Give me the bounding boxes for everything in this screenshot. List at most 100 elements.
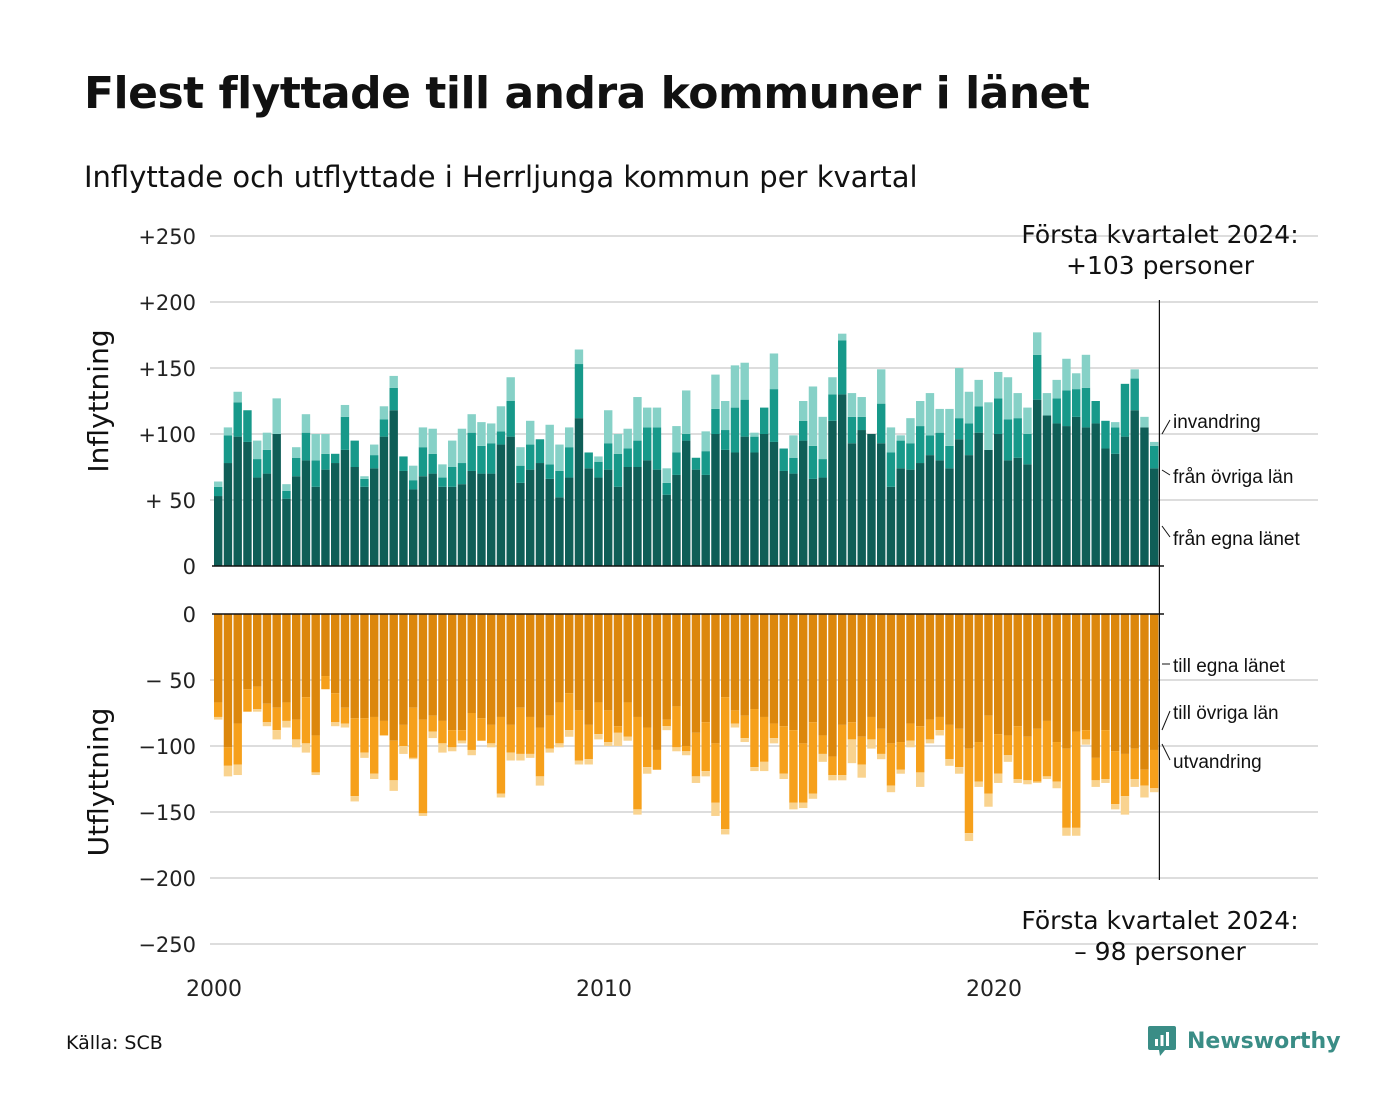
bar-out-emigration [399, 746, 408, 754]
bar-out-emigration [994, 773, 1003, 783]
bar-in-other-counties [1101, 420, 1110, 449]
bar-out-own-county [721, 614, 730, 698]
bar-out-other-counties [643, 727, 652, 768]
grid-lines [210, 235, 1318, 945]
bar-out-own-county [847, 614, 857, 723]
bar-out-other-counties [350, 718, 359, 797]
bar-out-emigration [838, 775, 847, 781]
bar-in-immigration [1023, 407, 1032, 434]
bar-out-emigration [1120, 796, 1130, 815]
bar-in-other-counties [282, 490, 291, 499]
bar-in-other-counties [760, 407, 769, 434]
bar-out-own-county [740, 614, 749, 716]
bar-out-emigration [438, 743, 447, 753]
bar-in-other-counties [301, 432, 311, 461]
bar-in-immigration [964, 391, 974, 424]
bar-out-other-counties [594, 702, 603, 735]
bar-in-own-county [1130, 410, 1139, 566]
bar-out-other-counties [526, 716, 535, 754]
bar-in-other-counties [916, 426, 925, 464]
bar-in-own-county [526, 469, 535, 566]
bar-out-emigration [769, 738, 779, 744]
bar-out-other-counties [984, 715, 993, 794]
bar-out-other-counties [360, 718, 369, 753]
bar-in-own-county [877, 443, 886, 566]
bar-in-other-counties [906, 443, 915, 470]
bar-out-own-county [292, 614, 301, 720]
bar-in-own-county [682, 440, 691, 566]
bar-out-other-counties [906, 723, 915, 741]
bar-out-own-county [331, 614, 340, 694]
bar-out-other-counties [974, 742, 983, 782]
bar-in-own-county [828, 420, 837, 566]
bar-out-emigration [672, 747, 681, 752]
bar-in-immigration [877, 369, 886, 404]
bar-out-emigration [467, 749, 476, 756]
bar-out-own-county [682, 614, 691, 746]
bar-in-immigration [223, 427, 233, 436]
bar-out-emigration [1042, 776, 1052, 779]
bar-out-other-counties [779, 726, 788, 774]
bar-out-emigration [233, 764, 242, 776]
bar-in-other-counties [886, 452, 896, 487]
bar-in-immigration [613, 434, 623, 454]
bar-in-other-counties [594, 461, 603, 478]
bar-in-own-county [594, 477, 603, 566]
bar-in-other-counties [311, 460, 320, 487]
bar-out-own-county [321, 614, 330, 677]
bar-in-own-county [457, 484, 467, 566]
bar-out-own-county [838, 614, 847, 725]
bar-out-other-counties [292, 719, 301, 740]
bar-out-emigration [1091, 780, 1100, 787]
bar-out-emigration [945, 759, 954, 766]
bar-in-other-counties [545, 464, 554, 479]
bar-in-own-county [789, 473, 798, 566]
bar-out-emigration [789, 802, 798, 810]
bar-in-other-counties [496, 431, 506, 445]
bar-in-other-counties [896, 440, 905, 469]
bar-in-own-county [925, 455, 935, 566]
bar-out-emigration [418, 813, 428, 816]
bar-in-own-county [701, 474, 710, 566]
bar-in-other-counties [253, 459, 262, 478]
bar-in-other-counties [233, 402, 242, 437]
bar-in-own-county [964, 455, 974, 566]
bar-out-other-counties [604, 710, 613, 743]
bar-in-immigration [925, 393, 935, 436]
bar-out-own-county [730, 614, 740, 711]
bar-out-own-county [438, 614, 447, 721]
bar-in-own-county [633, 467, 642, 566]
bar-in-immigration [974, 379, 983, 407]
bar-out-emigration [711, 802, 720, 816]
bar-out-emigration [867, 739, 876, 749]
bar-in-other-counties [223, 435, 233, 464]
bar-in-other-counties [418, 447, 428, 477]
bar-in-other-counties [360, 478, 369, 487]
bar-in-immigration [750, 432, 759, 437]
bar-out-own-county [418, 614, 428, 720]
bar-out-other-counties [370, 716, 379, 774]
bar-out-own-county [1120, 614, 1130, 754]
bar-out-emigration [311, 772, 320, 776]
bar-in-own-county [1091, 423, 1100, 566]
bar-out-emigration [1072, 827, 1081, 836]
bars [214, 332, 1159, 842]
bar-in-own-county [331, 463, 340, 566]
legend-label: från egna länet [1173, 529, 1300, 550]
bar-out-other-counties [847, 722, 857, 740]
bar-out-own-county [955, 614, 964, 729]
bar-in-immigration [847, 393, 857, 417]
bar-in-own-county [672, 474, 681, 566]
bar-in-own-county [721, 449, 730, 566]
bar-in-other-counties [321, 453, 330, 470]
bar-out-other-counties [1072, 731, 1081, 828]
bar-in-immigration [818, 416, 827, 460]
x-tick-label: 2020 [966, 977, 1022, 1000]
bar-out-other-counties [1042, 720, 1052, 777]
bar-in-other-counties [565, 447, 574, 478]
bar-out-other-counties [1023, 736, 1032, 781]
bar-in-own-county [496, 444, 506, 566]
bar-out-own-county [643, 614, 652, 728]
bar-out-own-county [340, 614, 350, 708]
bar-in-immigration [721, 401, 730, 431]
